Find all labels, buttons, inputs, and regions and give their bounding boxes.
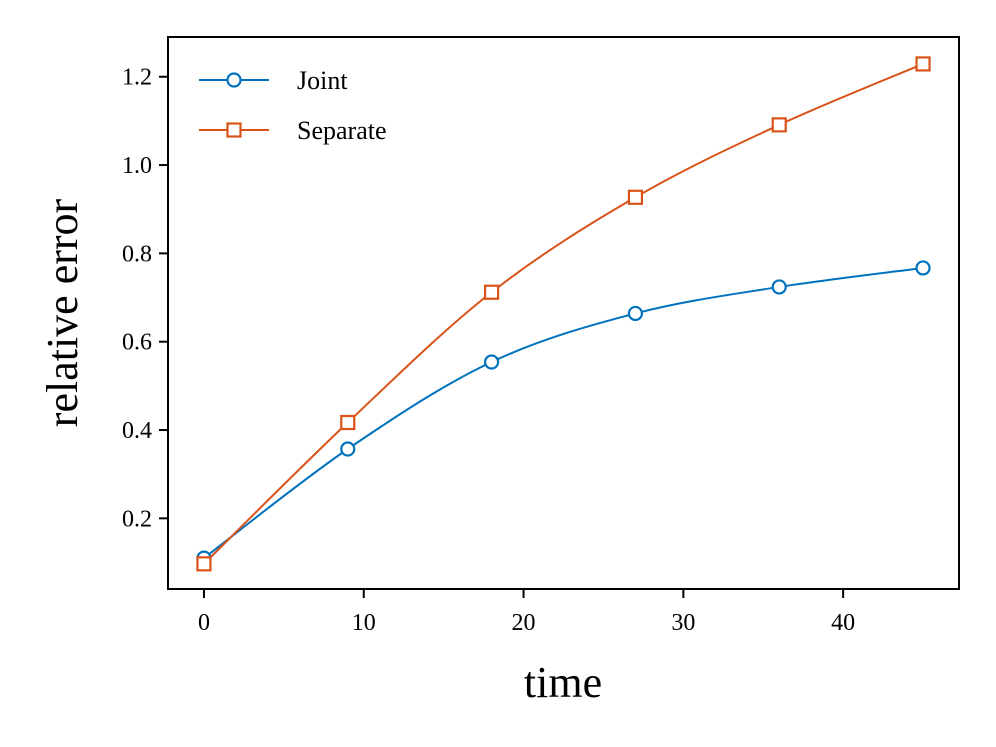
legend-item-separate: Separate — [199, 116, 387, 145]
plot-series — [196, 56, 931, 572]
x-tick-label: 10 — [352, 610, 376, 636]
x-axis: 0 10 20 30 40 — [198, 589, 855, 636]
data-point-separate — [771, 117, 787, 133]
x-axis-label: time — [524, 658, 602, 707]
legend-item-joint: Joint — [199, 66, 348, 95]
data-point-separate — [483, 284, 500, 300]
data-point-separate — [196, 556, 212, 572]
series-line-separate — [203, 63, 924, 565]
legend-label: Separate — [297, 116, 387, 145]
data-point-joint — [483, 354, 500, 370]
data-point-separate — [340, 414, 356, 431]
x-tick-label: 20 — [512, 610, 536, 636]
x-tick-label: 30 — [671, 610, 695, 636]
legend-marker — [226, 72, 242, 88]
y-axis: 0.2 0.4 0.6 0.8 1.0 1.2 — [122, 65, 168, 532]
data-point-joint — [915, 260, 931, 276]
data-point-separate — [627, 189, 644, 205]
legend-marker — [226, 122, 242, 138]
y-tick-label: 0.8 — [122, 241, 152, 267]
x-tick-label: 0 — [198, 610, 210, 636]
y-tick-label: 1.0 — [122, 153, 152, 179]
plot-frame — [167, 36, 960, 590]
series-line-joint — [203, 266, 924, 559]
y-tick-label: 0.4 — [122, 418, 152, 444]
y-tick-label: 0.6 — [122, 330, 152, 356]
data-point-joint — [340, 441, 356, 457]
y-tick-label: 0.2 — [122, 506, 152, 532]
x-tick-label: 40 — [831, 610, 855, 636]
legend: Joint Separate — [199, 66, 387, 145]
y-tick-label: 1.2 — [122, 65, 152, 91]
data-point-separate — [915, 56, 931, 72]
data-point-joint — [771, 279, 787, 295]
data-point-joint — [627, 305, 644, 322]
legend-label: Joint — [297, 66, 348, 95]
series-separate — [196, 56, 931, 572]
series-joint — [196, 260, 931, 566]
y-axis-label: relative error — [38, 198, 87, 427]
